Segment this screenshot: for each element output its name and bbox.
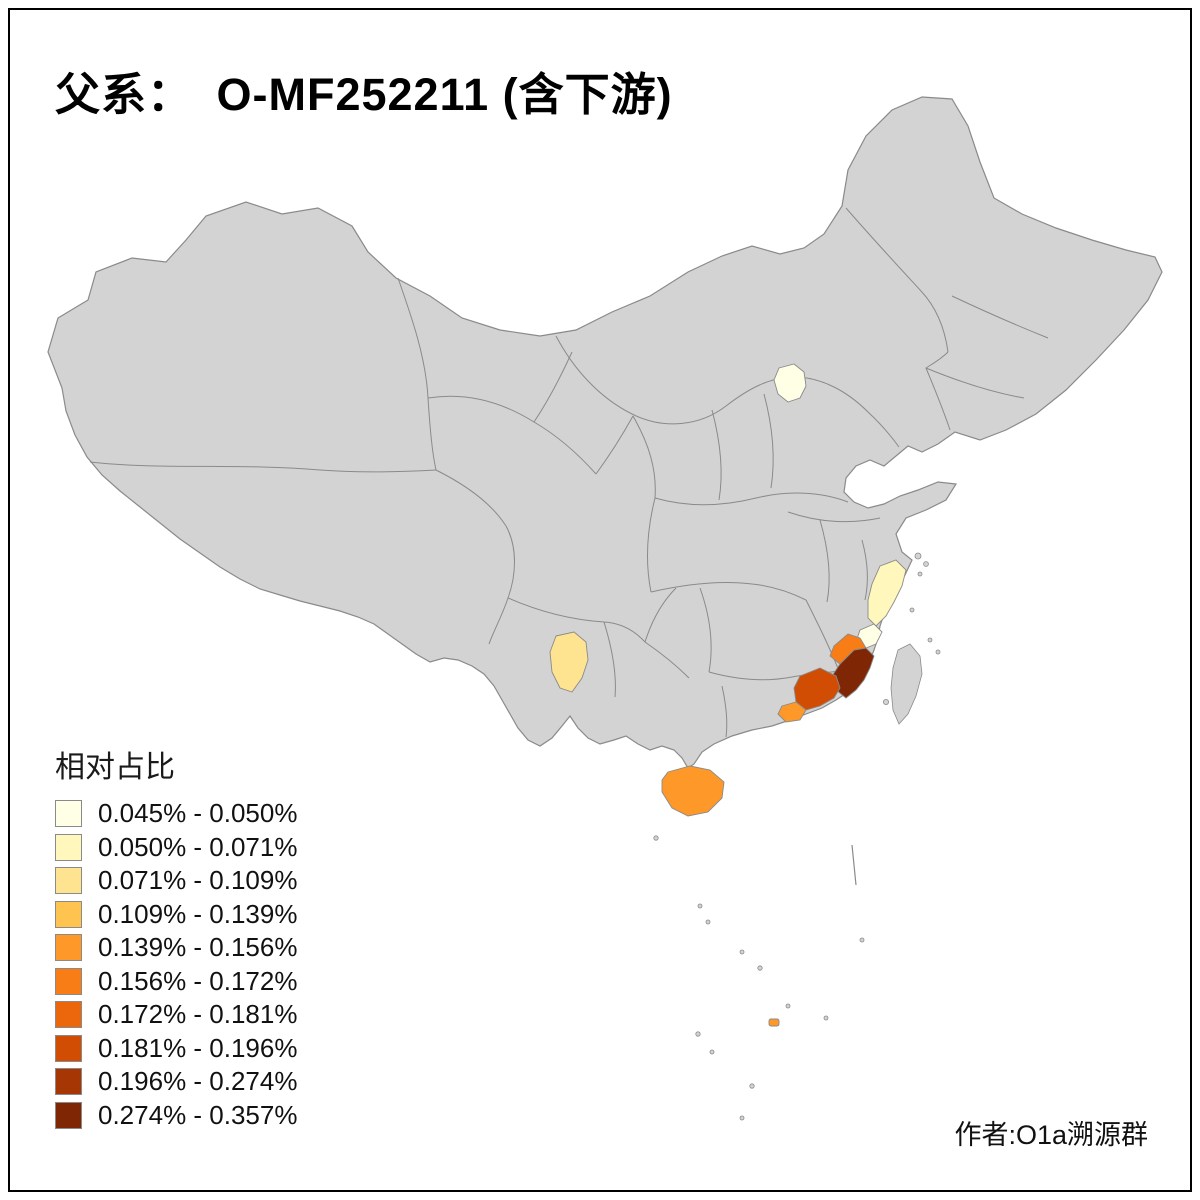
legend: 相对占比 0.045% - 0.050% 0.050% - 0.071% 0.0… [55,742,297,1135]
legend-item: 0.139% - 0.156% [55,934,297,961]
province-border-line [603,621,616,698]
province-border-line [861,539,868,601]
legend-label: 0.139% - 0.156% [98,932,298,962]
region-beijing-area [773,363,807,403]
province-border-line [427,395,597,475]
province-border-line [721,685,728,738]
coastal-islet [927,637,933,643]
province-border-line [435,469,515,645]
legend-label: 0.196% - 0.274% [98,1066,298,1096]
legend-label: 0.156% - 0.172% [98,965,298,996]
legend-label: 0.181% - 0.196% [98,1032,298,1063]
province-border-line [711,409,722,501]
legend-swatch [55,1101,82,1129]
coastal-islet [923,561,929,567]
province-border-line [89,461,437,473]
legend-item: 0.196% - 0.274% [55,1068,297,1095]
legend-item: 0.109% - 0.139% [55,898,298,929]
province-border-line [845,207,949,353]
coastal-islet [935,649,941,655]
legend-label: 0.071% - 0.109% [98,865,298,895]
legend-label: 0.172% - 0.181% [98,999,298,1029]
province-border-line [647,497,656,593]
legend-item: 0.172% - 0.181% [55,1001,297,1028]
province-border-line [654,492,849,506]
legend-item: 0.181% - 0.196% [55,1032,298,1063]
province-border-line [397,277,437,471]
south-china-sea-islets [653,835,865,1121]
legend-item: 0.274% - 0.357% [55,1099,298,1130]
province-border-line [819,519,830,603]
legend-item: 0.045% - 0.050% [55,800,297,827]
province-border-line [632,415,656,499]
province-border-line [595,415,634,475]
region-central-yunnan [549,631,589,693]
page-title: 父系： O-MF252211 (含下游) [55,69,673,120]
province-border-line [805,599,840,672]
coastal-islet [917,571,923,577]
province-border-line [699,587,712,673]
legend-swatch [55,833,82,861]
islands [653,552,941,1121]
penghu-islet [883,699,890,706]
china-mainland-shape [47,96,1163,769]
region-hainan-island [661,765,725,817]
legend-label: 0.109% - 0.139% [98,898,298,929]
province-border-line [507,597,646,643]
province-border-line [787,511,881,523]
legend-item: 0.050% - 0.071% [55,831,298,862]
province-border-line [644,587,677,643]
province-border-line [650,581,807,601]
coastal-islet [914,552,922,560]
region-east-guangdong-chaoshan [793,667,841,711]
legend-swatch [55,1034,82,1062]
province-borders [89,207,1049,738]
legend-label: 0.274% - 0.357% [98,1099,298,1130]
coastal-islet [909,607,915,613]
legend-swatch [55,967,82,995]
legend-label: 0.050% - 0.071% [98,831,298,862]
legend-swatch [55,1001,82,1028]
province-border-line [763,393,774,489]
province-border-line [925,367,1025,399]
legend-swatch [55,1068,82,1095]
region-shanwei-area [777,701,807,723]
data-regions [549,363,907,1027]
legend-swatch [55,934,82,961]
region-south-china-sea-islet [768,1018,780,1027]
taiwan-island [890,643,923,725]
legend-item: 0.156% - 0.172% [55,965,298,996]
province-border-line [644,641,690,679]
region-coastal-south-zhejiang [867,559,907,627]
legend-swatch [55,867,82,894]
province-border-line [951,295,1049,339]
legend-title: 相对占比 [55,751,175,784]
legend-item: 0.071% - 0.109% [55,867,297,894]
legend-swatch [55,800,82,827]
legend-swatch [55,900,82,928]
province-border-line [925,351,951,431]
province-border-line [555,335,900,448]
author-credit: 作者:O1a溯源群 [954,1120,1148,1150]
legend-label: 0.045% - 0.050% [98,798,298,828]
